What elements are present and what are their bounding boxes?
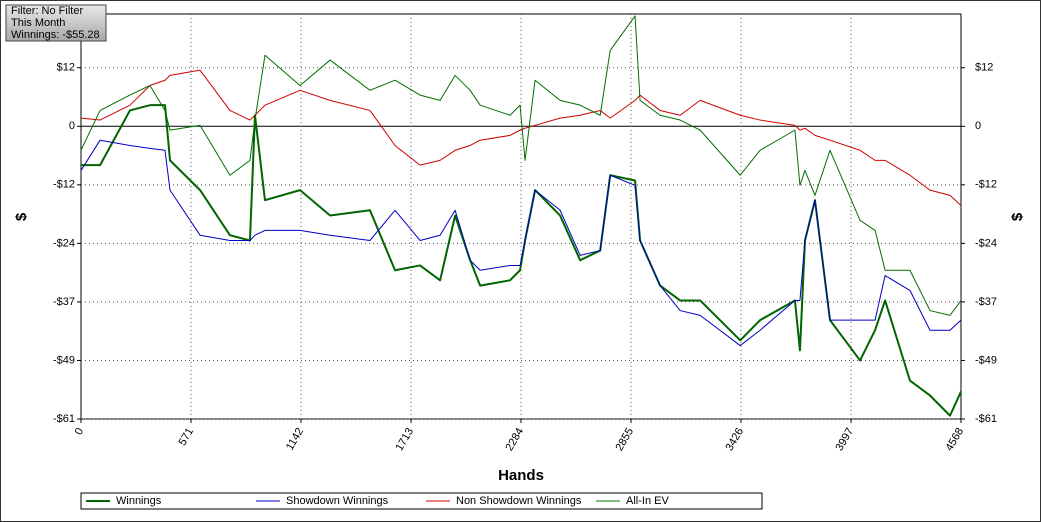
y-axis-title: $ [13, 212, 30, 221]
filter-box [5, 4, 107, 42]
filter-text: Winnings: -$55.28 [11, 29, 100, 41]
filter-text: Filter: No Filter [11, 5, 83, 17]
y2-tick-label: -$12 [975, 179, 997, 191]
series-line [80, 139, 962, 347]
legend-label: All-In EV [626, 495, 669, 507]
x-axis-title: Hands [498, 467, 544, 484]
y-tick-label: -$12 [53, 179, 75, 191]
series-line [80, 15, 962, 316]
y-tick-label: -$24 [53, 237, 75, 249]
y2-tick-label: 0 [975, 120, 981, 132]
y2-tick-label: $12 [975, 62, 993, 74]
x-tick-label: 0 [73, 426, 86, 437]
y2-tick-label: -$37 [975, 296, 997, 308]
y-tick-label: -$37 [53, 296, 75, 308]
y-tick-label: -$61 [53, 413, 75, 425]
y2-axis-title: $ [1009, 212, 1026, 221]
filter-text: This Month [11, 17, 65, 29]
legend-label: Winnings [116, 495, 162, 507]
y-tick-label: -$49 [53, 354, 75, 366]
y2-tick-label: -$49 [975, 354, 997, 366]
y2-tick-label: -$61 [975, 413, 997, 425]
legend-label: Non Showdown Winnings [456, 495, 582, 507]
series-line [80, 69, 962, 206]
y-tick-label: $12 [57, 62, 75, 74]
plot-area [80, 13, 962, 420]
y-tick-label: 0 [69, 120, 75, 132]
y2-tick-label: -$24 [975, 237, 997, 249]
legend-box [80, 492, 763, 510]
legend-label: Showdown Winnings [286, 495, 389, 507]
